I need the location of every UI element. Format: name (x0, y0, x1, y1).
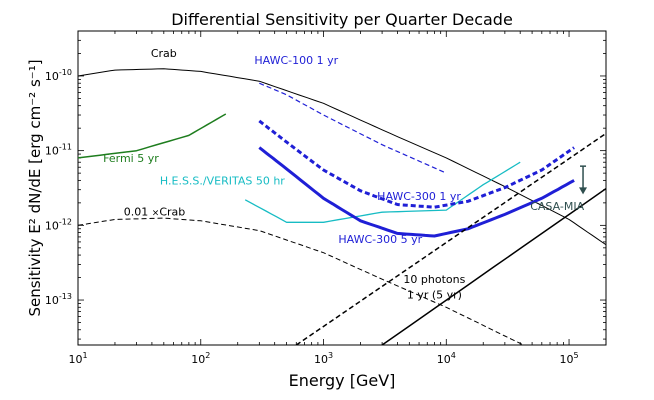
label-hess: H.E.S.S./VERITAS 50 hr (160, 175, 285, 188)
x-axis-label: Energy [GeV] (289, 371, 396, 390)
x-tick-labels: 101 102 103 104 105 (68, 351, 578, 366)
y-tick-label: 10-13 (45, 292, 72, 307)
chart-title: Differential Sensitivity per Quarter Dec… (171, 10, 513, 29)
casa-mia-arrow-icon (579, 187, 588, 195)
series-hawc-300-5-yr (258, 146, 575, 238)
label-fermi: Fermi 5 yr (103, 152, 159, 165)
y-tick-labels: 10-13 10-12 10-11 10-10 (45, 68, 72, 307)
series-h-e-s-s-veritas-50-hr (244, 161, 521, 223)
plot-frame (77, 30, 607, 346)
label-0-01-crab: 0.01 ×Crab (124, 206, 185, 219)
x-tick-label: 103 (314, 351, 333, 366)
plot-area: Crab HAWC-100 1 yr Fermi 5 yrH.E.S.S./VERI… (77, 30, 607, 346)
label-hawc100: HAWC-100 1 yr (254, 54, 338, 67)
series-hawc-300-1-yr (258, 119, 575, 209)
series-fermi-5-yr (78, 113, 227, 159)
series-hawc-100-1-yr (259, 82, 447, 174)
label-casa: CASA-MIA (530, 200, 584, 213)
y-tick-label: 10-11 (45, 143, 72, 158)
axis-ticks (77, 30, 607, 345)
y-tick-label: 10-10 (45, 68, 72, 83)
series-0-01-crab (78, 217, 525, 345)
series-crab (78, 68, 606, 246)
label-photons1: 10 photons (403, 273, 465, 286)
annotation-layer: Crab HAWC-100 1 yr Fermi 5 yrH.E.S.S./VERI… (103, 47, 584, 302)
y-tick-label: 10-12 (45, 217, 72, 232)
series-layer (78, 68, 606, 345)
y-axis-label: Sensitivity E² dN/dE [erg cm⁻² s⁻¹] (26, 59, 44, 316)
label-hawc300_1: HAWC-300 1 yr (377, 190, 461, 203)
label-photons2: 1 yr (5 yr) (407, 288, 462, 301)
x-tick-label: 105 (559, 351, 578, 366)
x-tick-label: 102 (191, 351, 210, 366)
label-crab: Crab (151, 47, 177, 60)
x-tick-label: 101 (68, 351, 87, 366)
x-tick-label: 104 (437, 351, 456, 366)
series-10-photons-1-yr (295, 132, 606, 345)
series-10-photons-5-yr (381, 187, 606, 345)
label-hawc300_5: HAWC-300 5 yr (338, 233, 422, 246)
